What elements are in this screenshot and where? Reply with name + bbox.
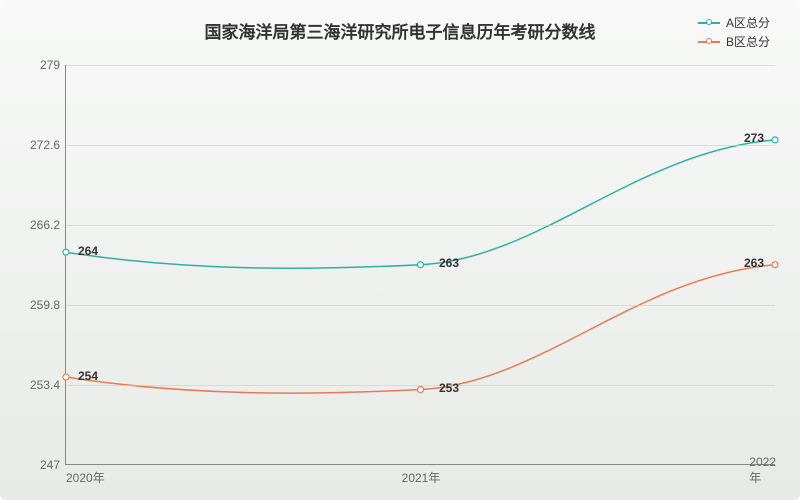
chart-container: 国家海洋局第三海洋研究所电子信息历年考研分数线 A区总分 B区总分 247253… bbox=[0, 0, 800, 500]
series-line bbox=[66, 140, 775, 268]
point-label: 273 bbox=[742, 131, 766, 145]
legend-dot-a bbox=[706, 19, 712, 25]
legend: A区总分 B区总分 bbox=[698, 14, 770, 52]
point-label: 253 bbox=[437, 381, 461, 395]
x-tick-label: 2022年 bbox=[749, 455, 776, 486]
y-tick-label: 279 bbox=[16, 58, 60, 72]
legend-line-a bbox=[698, 22, 720, 24]
series-marker bbox=[63, 374, 69, 380]
y-gridline bbox=[66, 65, 775, 66]
series-marker bbox=[772, 262, 778, 268]
x-tick-label: 2021年 bbox=[402, 469, 441, 486]
series-line bbox=[66, 265, 775, 393]
y-gridline bbox=[66, 305, 775, 306]
legend-label-a: A区总分 bbox=[726, 14, 770, 31]
y-gridline bbox=[66, 385, 775, 386]
series-marker bbox=[417, 387, 423, 393]
chart-title: 国家海洋局第三海洋研究所电子信息历年考研分数线 bbox=[0, 18, 800, 43]
series-marker bbox=[63, 249, 69, 255]
legend-line-b bbox=[698, 41, 720, 43]
point-label: 263 bbox=[742, 256, 766, 270]
y-gridline bbox=[66, 145, 775, 146]
series-svg bbox=[66, 65, 775, 464]
x-tick-label: 2020年 bbox=[66, 469, 105, 486]
legend-dot-b bbox=[706, 38, 712, 44]
plot-area: 247253.4259.8266.2272.62792020年2021年2022… bbox=[65, 65, 775, 465]
legend-item-b: B区总分 bbox=[698, 33, 770, 50]
y-tick-label: 266.2 bbox=[16, 218, 60, 232]
series-marker bbox=[417, 262, 423, 268]
legend-label-b: B区总分 bbox=[726, 33, 770, 50]
point-label: 254 bbox=[76, 369, 100, 383]
series-marker bbox=[772, 137, 778, 143]
y-gridline bbox=[66, 225, 775, 226]
y-tick-label: 272.6 bbox=[16, 138, 60, 152]
y-tick-label: 253.4 bbox=[16, 378, 60, 392]
legend-item-a: A区总分 bbox=[698, 14, 770, 31]
y-tick-label: 247 bbox=[16, 458, 60, 472]
y-tick-label: 259.8 bbox=[16, 298, 60, 312]
point-label: 263 bbox=[437, 256, 461, 270]
point-label: 264 bbox=[76, 244, 100, 258]
